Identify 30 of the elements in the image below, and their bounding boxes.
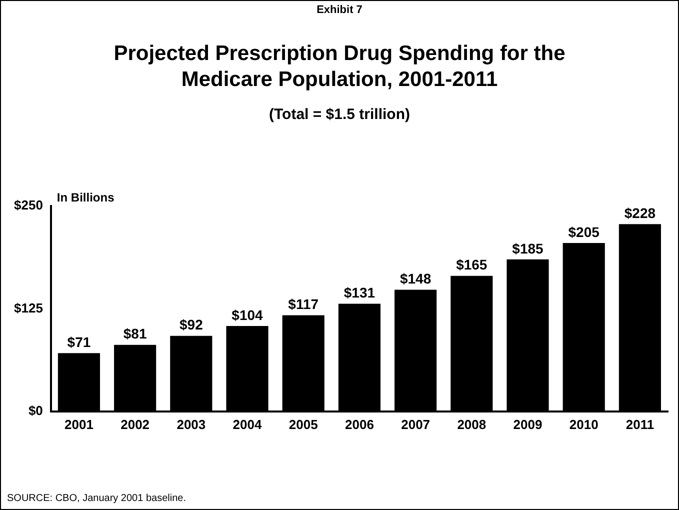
data-label: $92	[179, 316, 204, 333]
y-tick-label: $0	[28, 402, 43, 418]
y-tick-label: $250	[14, 198, 43, 213]
x-tick-label: 2011	[626, 416, 654, 432]
source-note: SOURCE: CBO, January 2001 baseline.	[7, 493, 186, 504]
x-tick-label: 2010	[569, 416, 598, 432]
data-label: $81	[123, 326, 147, 342]
chart-subtitle: (Total = $1.5 trillion)	[268, 106, 411, 123]
text: Exhibit 7	[316, 4, 364, 16]
data-label: $185	[512, 240, 544, 256]
x-tick-label: 2002	[120, 416, 150, 432]
x-tick-label: 2009	[513, 416, 542, 432]
x-tick-label: 2007	[401, 416, 430, 432]
y-tick-label: $125	[14, 300, 43, 316]
data-label: $228	[624, 204, 656, 221]
x-tick-label: 2008	[457, 416, 486, 432]
x-tick-label: 2006	[345, 416, 374, 432]
x-tick-label: 2005	[288, 416, 318, 432]
data-label: $205	[568, 224, 600, 240]
x-tick-label: 2003	[176, 416, 206, 432]
x-tick-label: 2001	[64, 416, 94, 432]
data-label: $71	[67, 334, 91, 350]
y-axis-title: In Billions	[56, 190, 115, 204]
x-tick-label: 2004	[232, 416, 262, 432]
chart-title: Projected Prescription Drug Spending for the Medicare Population, 2001-2011	[112, 41, 566, 93]
data-label: $104	[232, 306, 264, 323]
data-label: $117	[288, 296, 319, 312]
data-label: $165	[456, 256, 488, 273]
data-label: $148	[400, 270, 432, 287]
data-label: $131	[344, 284, 376, 301]
